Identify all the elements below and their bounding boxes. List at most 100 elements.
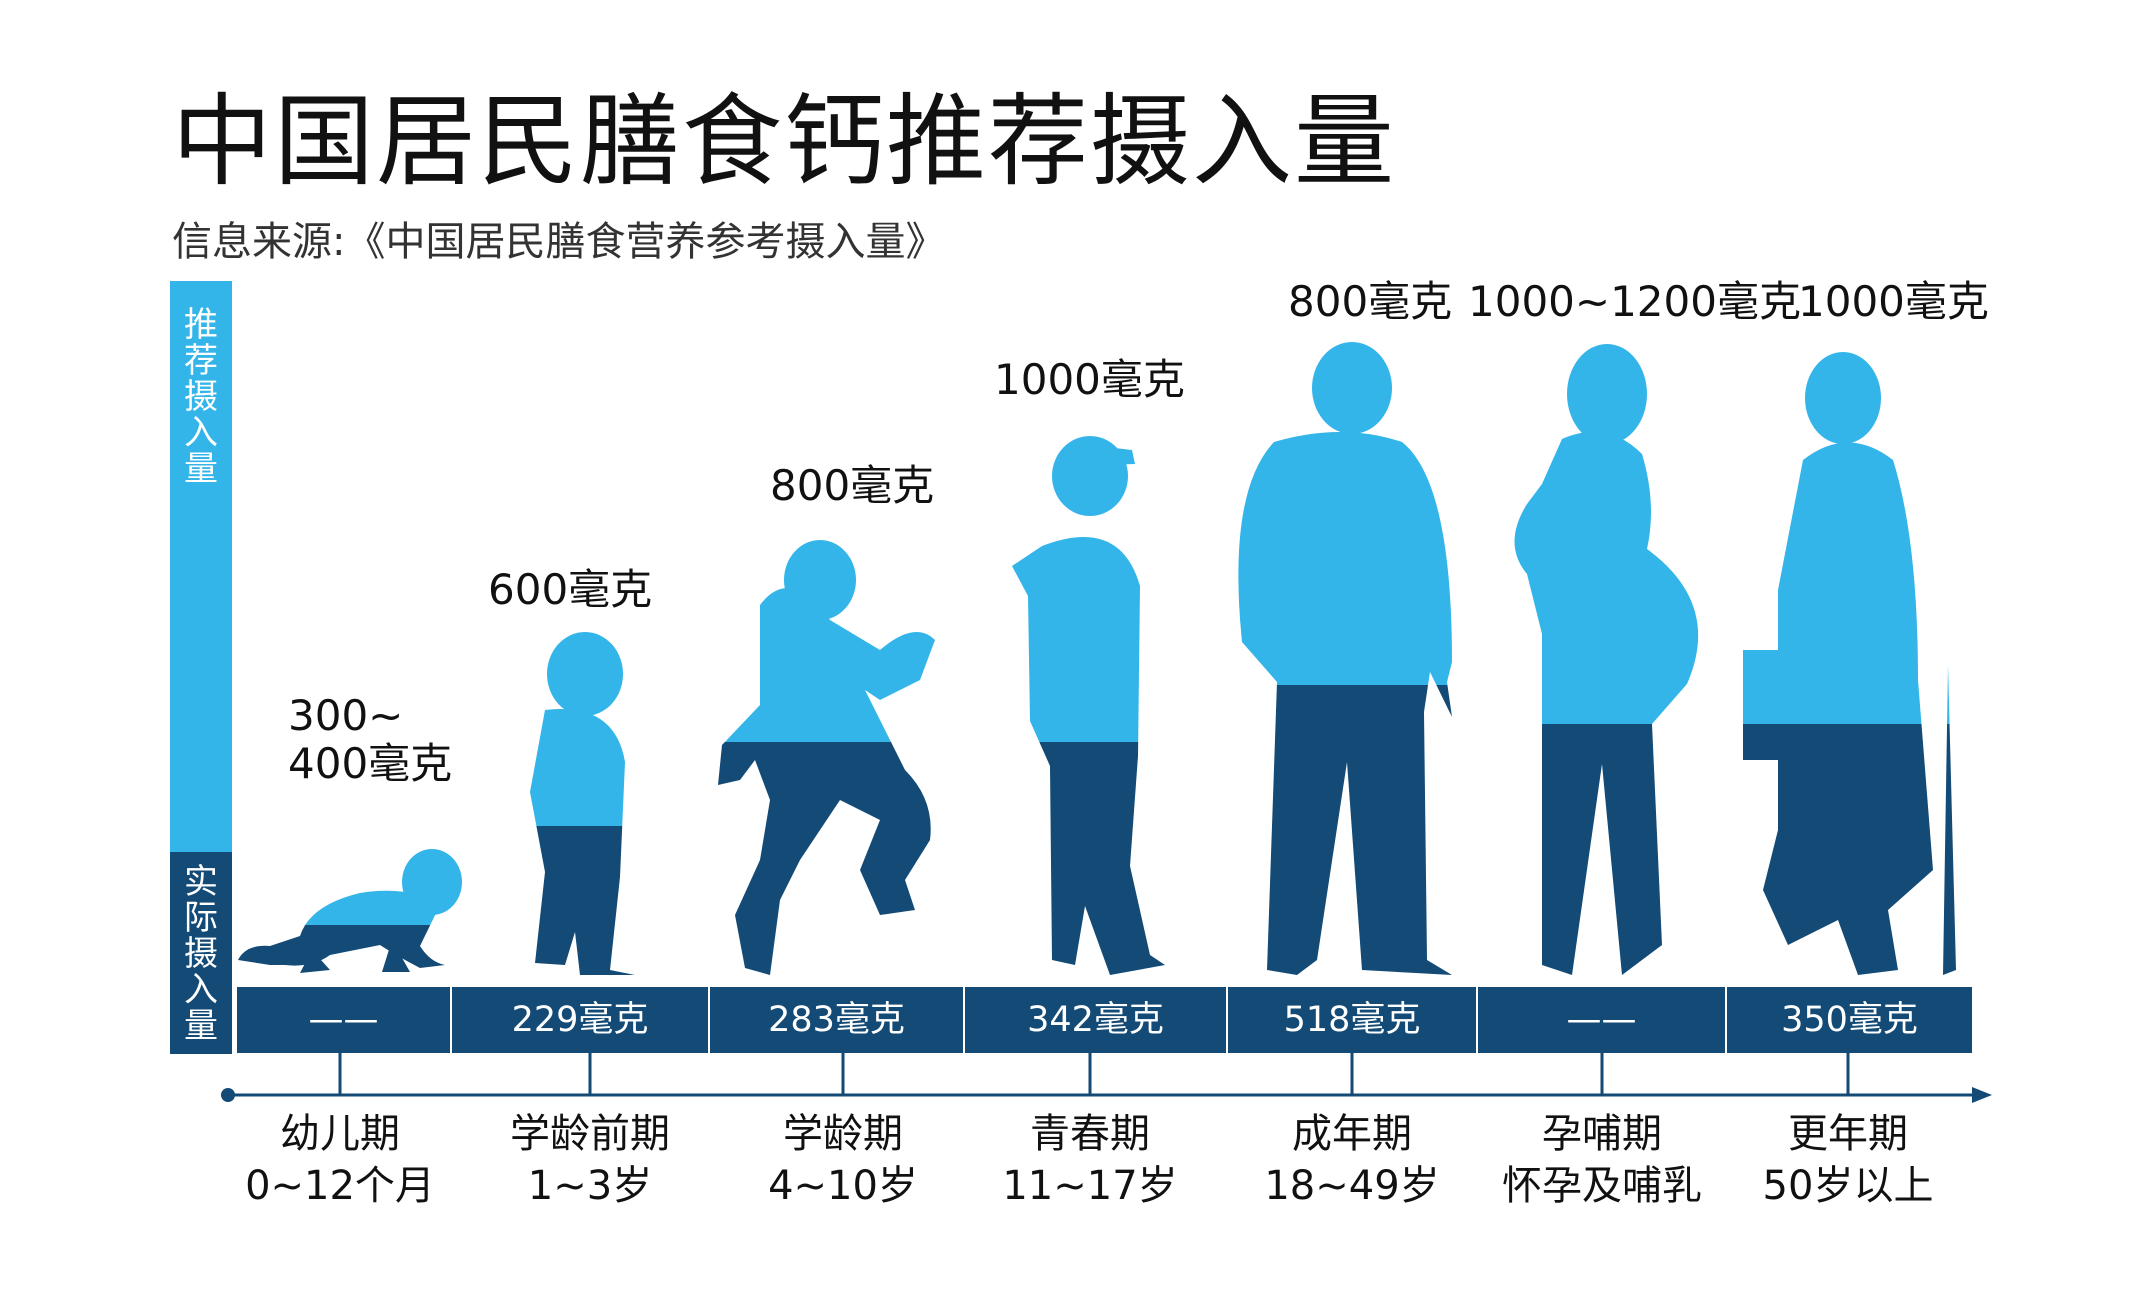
figure-shape <box>1805 352 1881 444</box>
figure-shape <box>547 632 623 716</box>
figure-silhouette <box>530 632 625 826</box>
figure-shape <box>1763 724 1933 975</box>
figure-silhouette <box>718 742 931 975</box>
figure-shape <box>1514 431 1699 724</box>
figure-silhouette <box>1267 685 1452 975</box>
figure-shape <box>718 742 931 975</box>
time-axis <box>221 1053 1992 1103</box>
actual-value-label: —— <box>1566 1000 1637 1040</box>
figure-shape <box>1070 444 1135 466</box>
recommended-value-label: 1000~1200毫克 <box>1468 277 1801 326</box>
bar-separator <box>1725 987 1727 1053</box>
stage-label: 孕哺期 怀孕及哺乳 <box>1472 1108 1732 1212</box>
stage-age: 18~49岁 <box>1264 1163 1440 1209</box>
figure-actual-part <box>535 826 635 975</box>
figure-shape <box>1943 724 1956 975</box>
recommended-value-label: 600毫克 <box>488 565 653 614</box>
chart-subtitle: 信息来源:《中国居民膳食营养参考摄入量》 <box>172 219 946 265</box>
figure-shape <box>724 588 935 742</box>
stage-name: 更年期 <box>1788 1111 1908 1157</box>
legend-actual-label: 实际摄入量 <box>184 862 218 1046</box>
recommended-value-label: 1000毫克 <box>1798 277 1989 326</box>
figure-recommended-part <box>1514 344 1699 724</box>
stage-name: 青春期 <box>1030 1111 1150 1157</box>
stage-age: 4~10岁 <box>768 1163 918 1209</box>
figure-actual-part <box>238 925 445 973</box>
figure-shape <box>1947 665 1950 724</box>
figure-recommended-part <box>1238 342 1452 685</box>
figure-shape <box>1542 724 1662 975</box>
stage-label: 成年期 18~49岁 <box>1222 1108 1482 1212</box>
figure-recommended-part <box>530 632 625 826</box>
figure-recommended-part <box>1012 436 1140 742</box>
figure-shape <box>1238 432 1452 685</box>
actual-value-label: 283毫克 <box>768 1000 905 1040</box>
figure-shape <box>1267 685 1452 975</box>
figure-shape <box>1039 742 1165 975</box>
stage-name: 幼儿期 <box>280 1111 400 1157</box>
actual-value-label: 350毫克 <box>1781 1000 1918 1040</box>
recommended-value-label: 300~ 400毫克 <box>288 691 453 788</box>
figures-recommended-part <box>305 342 1950 925</box>
bar-separator <box>963 987 965 1053</box>
recommended-value-label: 800毫克 <box>1288 277 1453 326</box>
figure-silhouette <box>1743 352 1950 724</box>
figure-shape <box>300 950 330 973</box>
legend-actual-band: 实际摄入量 <box>170 852 232 1054</box>
figure-silhouette <box>1012 436 1140 742</box>
axis-start-dot <box>221 1088 235 1102</box>
figure-actual-part <box>718 742 931 975</box>
figure-silhouette <box>238 925 445 973</box>
figure-shape <box>530 709 625 826</box>
stage-age: 0~12个月 <box>245 1163 435 1209</box>
chart-title: 中国居民膳食钙推荐摄入量 <box>172 83 1396 200</box>
figure-silhouette <box>535 826 635 975</box>
bar-separator <box>450 987 452 1053</box>
stage-age: 1~3岁 <box>527 1163 653 1209</box>
figure-recommended-part <box>1743 352 1950 724</box>
stage-label: 青春期 11~17岁 <box>960 1108 1220 1212</box>
actual-intake-bar <box>237 987 1972 1053</box>
legend-recommended-label: 推荐摄入量 <box>184 305 218 489</box>
figure-shape <box>1567 344 1647 444</box>
stage-name: 成年期 <box>1292 1111 1412 1157</box>
stage-label: 幼儿期 0~12个月 <box>210 1108 470 1212</box>
actual-value-label: —— <box>308 1000 379 1040</box>
figure-recommended-part <box>724 540 935 742</box>
bar-separator <box>708 987 710 1053</box>
stage-name: 孕哺期 <box>1542 1111 1662 1157</box>
stage-age: 50岁以上 <box>1762 1163 1934 1209</box>
stage-age: 11~17岁 <box>1002 1163 1178 1209</box>
figure-shape <box>1312 342 1392 434</box>
figure-silhouette <box>1238 342 1452 685</box>
figure-silhouette <box>1039 742 1165 975</box>
figure-silhouette <box>305 849 462 925</box>
figure-actual-part <box>1039 742 1165 975</box>
bar-separator <box>1226 987 1228 1053</box>
bar-separator <box>1476 987 1478 1053</box>
figure-shape <box>535 826 635 975</box>
axis-arrow-icon <box>1972 1087 1992 1103</box>
figure-shape <box>382 940 410 972</box>
figure-actual-part <box>1267 685 1452 975</box>
figure-shape <box>1743 650 1823 724</box>
figure-silhouette <box>724 540 935 742</box>
actual-value-label: 518毫克 <box>1283 1000 1421 1040</box>
figure-shape <box>402 849 462 915</box>
figure-silhouette <box>1514 344 1699 724</box>
figure-actual-part <box>1743 724 1956 975</box>
figure-shape <box>1012 537 1140 742</box>
stage-age: 怀孕及哺乳 <box>1502 1163 1702 1209</box>
figure-silhouette <box>1743 724 1956 975</box>
legend-recommended-band: 推荐摄入量 <box>170 281 232 852</box>
figures-actual-part <box>238 685 1956 975</box>
actual-value-label: 342毫克 <box>1027 1000 1164 1040</box>
stage-label: 更年期 50岁以上 <box>1718 1108 1978 1212</box>
stage-label: 学龄前期 1~3岁 <box>460 1108 720 1212</box>
figure-silhouette <box>1542 724 1662 975</box>
stage-label: 学龄期 4~10岁 <box>713 1108 973 1212</box>
figure-shape <box>305 890 440 925</box>
figure-actual-part <box>1542 724 1662 975</box>
actual-value-label: 229毫克 <box>511 1000 649 1040</box>
